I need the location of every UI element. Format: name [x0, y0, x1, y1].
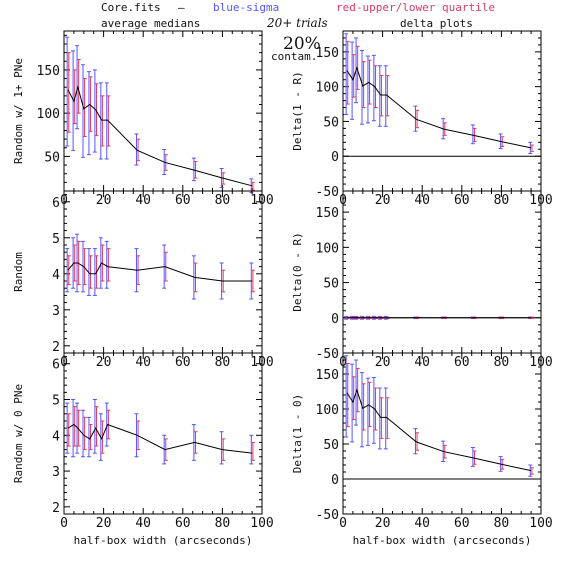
x-tick-label: 80 [494, 516, 510, 531]
x-tick-label: 80 [215, 355, 231, 370]
x-tick-label: 20 [375, 516, 391, 531]
y-tick-label: 5 [52, 232, 60, 247]
y-tick-label: 6 [52, 196, 60, 211]
trials-annotation: 20+ trials [266, 16, 328, 30]
x-tick-label: 40 [414, 355, 430, 370]
y-tick-label: 100 [316, 81, 339, 96]
x-tick-label: 20 [96, 516, 112, 531]
x-tick-label: 40 [414, 516, 430, 531]
y-tick-label: -50 [316, 347, 339, 362]
y-tick-label: 150 [316, 206, 339, 221]
y-tick-label: -50 [316, 185, 339, 200]
y-tick-label: 150 [316, 368, 339, 383]
y-tick-label: 50 [323, 115, 339, 130]
legend-dash: — [178, 1, 185, 14]
y-axis-label: Random [12, 252, 25, 292]
y-axis-label: Delta(1 - R) [291, 71, 304, 150]
x-tick-label: 60 [175, 193, 191, 208]
y-tick-label: 0 [331, 150, 339, 165]
median-line [67, 85, 253, 187]
right-column-title: delta plots [400, 17, 473, 30]
y-tick-label: 100 [37, 107, 60, 122]
y-axis-label: Delta(0 - R) [291, 232, 304, 311]
x-tick-label: 60 [454, 355, 470, 370]
y-tick-label: 4 [52, 429, 60, 444]
plot-frame [63, 30, 263, 192]
median-line [346, 66, 532, 149]
file-label: Core.fits [101, 1, 161, 14]
x-tick-label: 80 [494, 355, 510, 370]
x-tick-label: 20 [375, 355, 391, 370]
y-tick-label: 150 [37, 64, 60, 79]
x-tick-label: 0 [60, 516, 68, 531]
legend-blue-label: blue-sigma [213, 1, 279, 14]
x-tick-label: 60 [175, 516, 191, 531]
y-tick-label: -50 [316, 508, 339, 523]
x-tick-label: 0 [339, 516, 347, 531]
x-tick-label: 80 [215, 193, 231, 208]
y-tick-label: 50 [323, 277, 339, 292]
x-tick-label: 20 [96, 193, 112, 208]
plot-frame [63, 190, 263, 354]
legend-red-label: red-upper/lower quartile [336, 1, 495, 14]
y-tick-label: 0 [331, 312, 339, 327]
x-tick-label: 40 [135, 193, 151, 208]
x-tick-label: 20 [96, 355, 112, 370]
x-tick-label: 60 [454, 516, 470, 531]
y-tick-label: 3 [52, 465, 60, 480]
y-axis-label: Random w/ 0 PNe [12, 384, 25, 483]
x-tick-label: 80 [215, 516, 231, 531]
y-tick-label: 2 [52, 340, 60, 355]
x-tick-label: 60 [454, 193, 470, 208]
y-tick-label: 50 [323, 438, 339, 453]
y-tick-label: 50 [44, 150, 60, 165]
y-axis-label: Delta(1 - 0) [291, 394, 304, 473]
median-line [67, 262, 253, 282]
y-tick-label: 5 [52, 394, 60, 409]
y-tick-label: 3 [52, 304, 60, 319]
y-tick-label: 100 [316, 403, 339, 418]
x-tick-label: 40 [135, 516, 151, 531]
x-tick-label: 80 [494, 193, 510, 208]
x-axis-label: half-box width (arcseconds) [74, 534, 253, 547]
median-line [67, 423, 253, 454]
y-tick-label: 4 [52, 268, 60, 283]
y-tick-label: 0 [331, 473, 339, 488]
x-tick-label: 40 [414, 193, 430, 208]
y-tick-label: 150 [316, 46, 339, 61]
left-column-title: average medians [101, 17, 200, 30]
median-line [346, 388, 532, 472]
y-axis-label: Random w/ 1+ PNe [12, 58, 25, 164]
plot-frame [63, 352, 263, 515]
x-tick-label: 40 [135, 355, 151, 370]
x-tick-label: 20 [375, 193, 391, 208]
y-tick-label: 100 [316, 241, 339, 256]
y-tick-label: 6 [52, 358, 60, 373]
contam-percent: 20% [283, 34, 321, 54]
x-axis-label: half-box width (arcseconds) [353, 534, 532, 547]
y-tick-label: 2 [52, 501, 60, 516]
x-tick-label: 60 [175, 355, 191, 370]
plot-frame [342, 190, 542, 354]
x-tick-label: 100 [529, 516, 552, 531]
x-tick-label: 100 [250, 516, 273, 531]
contam-label: contam. [271, 50, 317, 63]
panel-left-bot: 0 20 40 60 80 100 2 3 4 5 6 Random w/ 0 PNe half-box… [12, 352, 274, 547]
